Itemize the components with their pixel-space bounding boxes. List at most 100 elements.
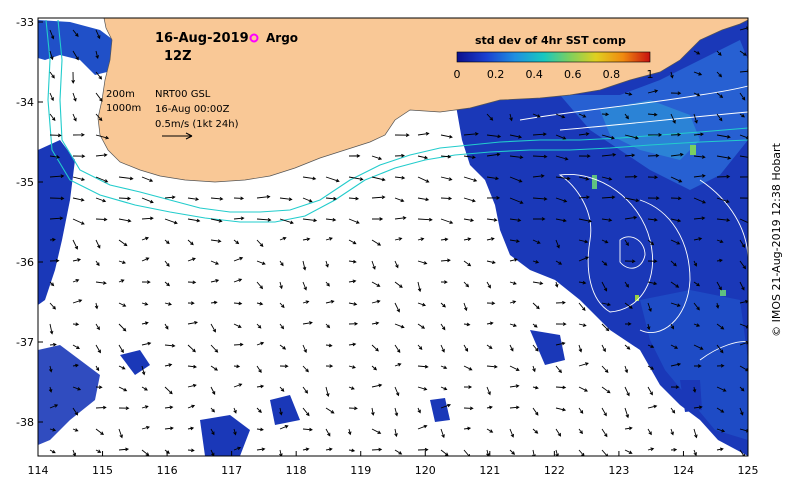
current-arrow-icon xyxy=(49,71,55,79)
current-arrow-icon xyxy=(463,426,472,431)
current-arrow-icon xyxy=(348,176,364,181)
current-arrow-icon xyxy=(95,344,101,354)
y-tick-label: -38 xyxy=(16,416,34,429)
current-arrow-icon xyxy=(440,196,453,201)
current-arrow-icon xyxy=(624,259,636,264)
current-arrow-icon xyxy=(325,217,337,222)
current-arrow-icon xyxy=(95,134,110,140)
current-arrow-icon xyxy=(670,428,674,436)
current-arrow-icon xyxy=(210,218,223,223)
current-arrow-icon xyxy=(670,152,684,157)
current-arrow-icon xyxy=(72,279,80,283)
current-arrow-icon xyxy=(187,404,196,409)
current-arrow-icon xyxy=(601,195,616,200)
current-arrow-icon xyxy=(647,153,660,158)
current-arrow-icon xyxy=(670,344,679,349)
current-arrow-icon xyxy=(302,281,307,291)
y-tick-label: -36 xyxy=(16,256,34,269)
isobath-1000-label: 1000m xyxy=(106,103,142,114)
current-arrow-icon xyxy=(693,197,706,204)
current-arrow-icon xyxy=(325,364,334,368)
current-arrow-icon xyxy=(509,323,517,327)
y-tick-label: -35 xyxy=(16,176,34,189)
current-arrow-icon xyxy=(555,385,567,390)
current-arrow-icon xyxy=(555,365,562,374)
current-arrow-icon xyxy=(670,91,682,96)
current-arrow-icon xyxy=(325,447,333,452)
current-arrow-icon xyxy=(647,365,655,370)
current-arrow-icon xyxy=(302,427,313,432)
current-arrow-icon xyxy=(118,323,127,332)
current-arrow-icon xyxy=(739,155,748,159)
current-arrow-icon xyxy=(716,71,723,78)
current-arrow-icon xyxy=(233,428,237,436)
current-arrow-icon xyxy=(486,152,501,157)
current-arrow-icon xyxy=(95,449,102,453)
current-arrow-icon xyxy=(233,216,245,221)
current-arrow-icon xyxy=(693,174,706,178)
current-arrow-icon xyxy=(48,386,53,393)
product-time-label: 16-Aug 00:00Z xyxy=(155,104,230,115)
current-arrow-icon xyxy=(739,386,745,392)
current-arrow-icon xyxy=(624,449,633,454)
current-arrow-icon xyxy=(95,365,100,372)
current-arrow-icon xyxy=(95,385,103,389)
current-arrow-icon xyxy=(417,447,429,452)
current-arrow-icon xyxy=(164,218,178,225)
current-arrow-icon xyxy=(49,196,65,201)
current-arrow-icon xyxy=(164,426,174,431)
current-arrow-icon xyxy=(578,344,583,353)
current-arrow-icon xyxy=(371,155,383,161)
current-arrow-icon xyxy=(555,341,566,346)
current-arrow-icon xyxy=(578,132,590,136)
current-arrow-icon xyxy=(187,239,194,246)
current-arrow-icon xyxy=(95,405,107,410)
current-arrow-icon xyxy=(348,154,361,158)
current-arrow-icon xyxy=(578,323,587,327)
current-arrow-icon xyxy=(739,176,748,178)
current-arrow-icon xyxy=(601,260,608,266)
current-arrow-icon xyxy=(486,386,491,396)
current-arrow-icon xyxy=(693,92,701,97)
current-arrow-icon xyxy=(348,279,357,284)
current-arrow-icon xyxy=(601,323,610,332)
current-arrow-icon xyxy=(486,364,498,369)
current-arrow-icon xyxy=(233,256,244,262)
current-arrow-icon xyxy=(141,302,149,306)
current-arrow-icon xyxy=(417,260,428,265)
current-arrow-icon xyxy=(210,260,220,265)
current-arrow-icon xyxy=(670,260,677,267)
current-arrow-icon xyxy=(394,386,400,397)
current-arrow-icon xyxy=(440,428,445,439)
current-arrow-icon xyxy=(394,344,401,354)
current-arrow-icon xyxy=(49,92,54,102)
current-arrow-icon xyxy=(670,132,682,137)
current-arrow-icon xyxy=(279,236,287,241)
current-arrow-icon xyxy=(601,112,610,117)
current-arrow-icon xyxy=(394,175,406,180)
current-arrow-icon xyxy=(693,405,703,410)
current-arrow-icon xyxy=(325,281,330,287)
current-arrow-icon xyxy=(578,407,584,414)
current-arrow-icon xyxy=(532,174,545,178)
current-arrow-icon xyxy=(417,197,430,202)
current-arrow-icon xyxy=(509,428,515,438)
current-arrow-icon xyxy=(279,344,287,350)
current-arrow-icon xyxy=(49,258,60,263)
x-tick-label: 114 xyxy=(28,464,49,477)
current-arrow-icon xyxy=(394,449,403,455)
current-arrow-icon xyxy=(486,113,494,121)
current-arrow-icon xyxy=(601,176,613,181)
current-arrow-icon xyxy=(624,344,631,350)
current-arrow-icon xyxy=(371,217,384,221)
current-arrow-icon xyxy=(716,258,723,263)
current-arrow-icon xyxy=(463,155,476,159)
current-arrow-icon xyxy=(210,197,224,201)
current-arrow-icon xyxy=(647,196,660,200)
current-arrow-icon xyxy=(509,300,517,304)
current-arrow-icon xyxy=(210,428,215,436)
current-arrow-icon xyxy=(624,215,638,220)
current-arrow-icon xyxy=(440,237,449,242)
current-arrow-icon xyxy=(302,260,307,271)
current-arrow-icon xyxy=(624,322,632,326)
